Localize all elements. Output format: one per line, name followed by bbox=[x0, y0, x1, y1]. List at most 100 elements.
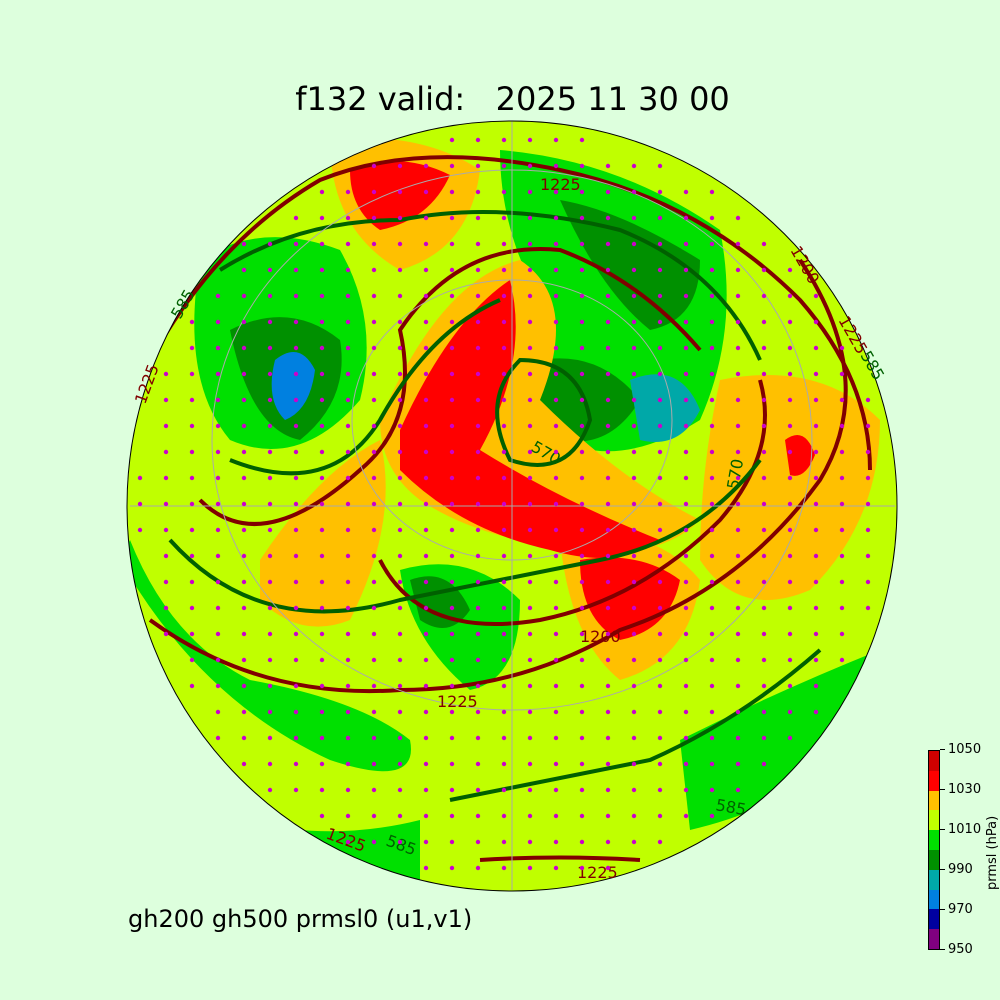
wind-barb bbox=[709, 683, 715, 689]
wind-barb bbox=[657, 215, 663, 221]
wind-barb bbox=[631, 319, 637, 325]
wind-barb bbox=[267, 241, 273, 247]
wind-barb bbox=[527, 735, 533, 741]
wind-barb bbox=[345, 189, 351, 195]
wind-barb bbox=[319, 475, 325, 481]
wind-barb bbox=[839, 527, 845, 533]
wind-barb bbox=[709, 813, 715, 819]
wind-barb bbox=[319, 527, 325, 533]
wind-barb bbox=[423, 423, 429, 429]
wind-barb bbox=[501, 241, 507, 247]
wind-barb bbox=[839, 631, 845, 637]
wind-barb bbox=[631, 839, 637, 845]
wind-barb bbox=[319, 267, 325, 273]
wind-barb bbox=[475, 449, 481, 455]
wind-barb bbox=[657, 761, 663, 767]
wind-barb bbox=[527, 501, 533, 507]
wind-barb bbox=[241, 267, 247, 273]
wind-barb bbox=[709, 657, 715, 663]
wind-barb bbox=[293, 553, 299, 559]
wind-barb bbox=[475, 423, 481, 429]
wind-barb bbox=[241, 579, 247, 585]
wind-barb bbox=[241, 631, 247, 637]
wind-barb bbox=[215, 683, 221, 689]
wind-barb bbox=[579, 189, 585, 195]
wind-barb bbox=[605, 189, 611, 195]
wind-barb bbox=[553, 501, 559, 507]
wind-barb bbox=[423, 449, 429, 455]
wind-barb bbox=[657, 475, 663, 481]
wind-barb bbox=[527, 241, 533, 247]
wind-barb bbox=[605, 319, 611, 325]
wind-barb bbox=[397, 423, 403, 429]
wind-barb bbox=[735, 267, 741, 273]
wind-barb bbox=[527, 813, 533, 819]
wind-barb bbox=[501, 787, 507, 793]
wind-barb bbox=[787, 683, 793, 689]
wind-barb bbox=[293, 631, 299, 637]
wind-barb bbox=[579, 241, 585, 247]
wind-barb bbox=[735, 761, 741, 767]
wind-barb bbox=[709, 319, 715, 325]
wind-barb bbox=[787, 267, 793, 273]
wind-barb bbox=[241, 449, 247, 455]
wind-barb bbox=[657, 657, 663, 663]
wind-barb bbox=[345, 527, 351, 533]
wind-barb bbox=[241, 397, 247, 403]
wind-barb bbox=[709, 397, 715, 403]
wind-barb bbox=[657, 449, 663, 455]
wind-barb bbox=[449, 501, 455, 507]
wind-barb bbox=[267, 423, 273, 429]
wind-barb bbox=[501, 553, 507, 559]
wind-barb bbox=[579, 293, 585, 299]
wind-barb bbox=[345, 761, 351, 767]
wind-barb bbox=[657, 553, 663, 559]
wind-barb bbox=[163, 501, 169, 507]
colorbar-segment bbox=[929, 850, 939, 870]
wind-barb bbox=[345, 553, 351, 559]
wind-barb bbox=[735, 319, 741, 325]
wind-barb bbox=[397, 163, 403, 169]
wind-barb bbox=[683, 215, 689, 221]
wind-barb bbox=[267, 397, 273, 403]
wind-barb bbox=[241, 293, 247, 299]
wind-barb bbox=[319, 631, 325, 637]
wind-barb bbox=[735, 371, 741, 377]
wind-barb bbox=[787, 709, 793, 715]
wind-barb bbox=[683, 475, 689, 481]
wind-barb bbox=[709, 579, 715, 585]
wind-barb bbox=[267, 267, 273, 273]
wind-barb bbox=[371, 319, 377, 325]
wind-barb bbox=[553, 813, 559, 819]
gh200-label: 1200 bbox=[580, 627, 621, 646]
wind-barb bbox=[579, 137, 585, 143]
wind-barb bbox=[813, 475, 819, 481]
wind-barb bbox=[579, 839, 585, 845]
wind-barb bbox=[579, 657, 585, 663]
wind-barb bbox=[865, 527, 871, 533]
wind-barb bbox=[813, 449, 819, 455]
wind-barb bbox=[423, 527, 429, 533]
wind-barb bbox=[423, 813, 429, 819]
wind-barb bbox=[605, 683, 611, 689]
graticule bbox=[130, 121, 895, 890]
wind-barb bbox=[657, 839, 663, 845]
wind-barb bbox=[267, 787, 273, 793]
wind-barb bbox=[813, 371, 819, 377]
colorbar-tick: 1010 bbox=[940, 822, 981, 837]
wind-barb bbox=[501, 527, 507, 533]
wind-barb bbox=[423, 735, 429, 741]
wind-barb bbox=[683, 501, 689, 507]
wind-barb bbox=[839, 475, 845, 481]
wind-barb bbox=[605, 579, 611, 585]
wind-barb bbox=[163, 371, 169, 377]
wind-barb bbox=[761, 657, 767, 663]
wind-barb bbox=[501, 137, 507, 143]
wind-barb bbox=[449, 631, 455, 637]
wind-barb bbox=[657, 241, 663, 247]
wind-barb bbox=[189, 605, 195, 611]
wind-barb bbox=[631, 267, 637, 273]
wind-barb bbox=[423, 241, 429, 247]
wind-barb bbox=[553, 319, 559, 325]
wind-barb bbox=[397, 787, 403, 793]
